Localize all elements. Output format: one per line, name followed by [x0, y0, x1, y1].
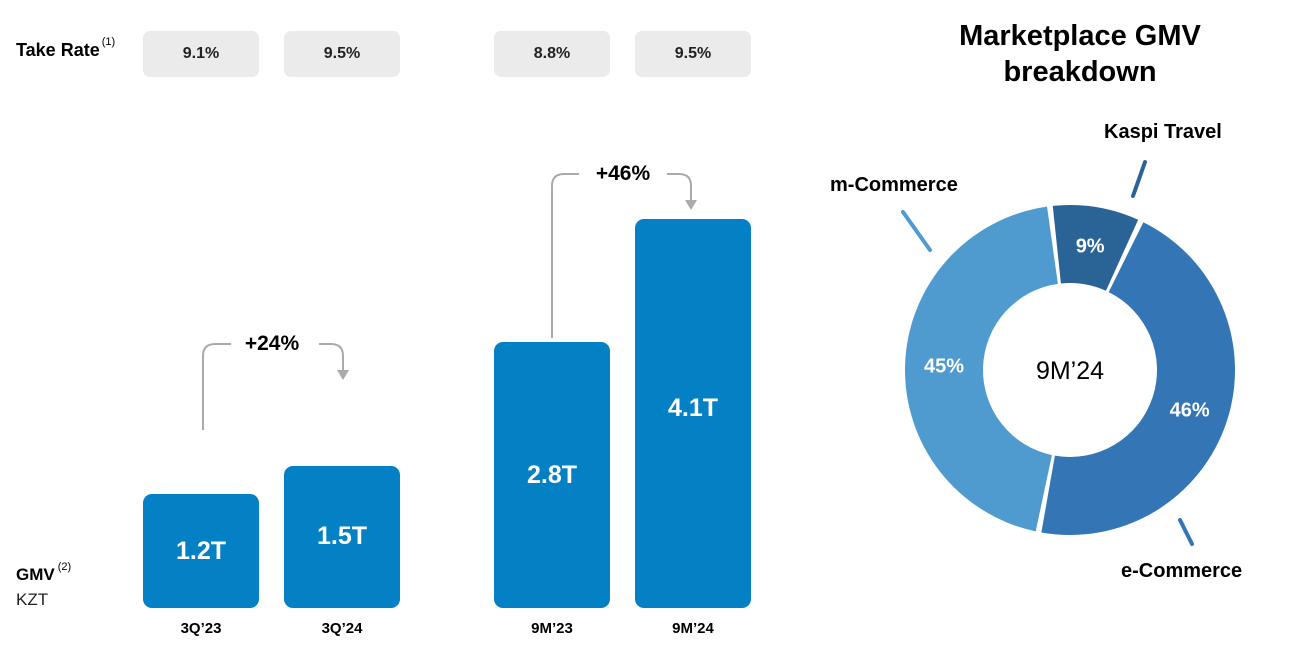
connector-quarter-arrow: [319, 343, 344, 372]
take-rate-pill-9m23: 8.8%: [494, 31, 610, 77]
bar-9m23: 2.8T: [494, 342, 610, 608]
take-rate-text: Take Rate: [16, 40, 100, 60]
arrowhead-nine-months-icon: [685, 200, 697, 210]
connector-nine-months: [551, 173, 579, 338]
leader-m-commerce: [901, 210, 932, 252]
bar-9m24: 4.1T: [635, 218, 751, 608]
arrowhead-quarter-icon: [337, 370, 349, 380]
take-rate-pill-3q23: 9.1%: [143, 31, 259, 77]
take-rate-label: Take Rate (1): [16, 36, 115, 61]
category-label-9m24: 9M’24: [672, 620, 714, 637]
leader-e-commerce: [1178, 518, 1194, 546]
category-label-3q24: 3Q’24: [321, 620, 363, 637]
bar-3q23: 1.2T: [143, 494, 259, 608]
legend-kaspi-travel: Kaspi Travel: [1104, 121, 1222, 143]
take-rate-pill-3q24: 9.5%: [284, 31, 400, 77]
donut-slice-kaspi-travel: [1052, 205, 1139, 291]
donut-slice-m-commerce: [905, 206, 1058, 532]
gmv-unit: KZT: [16, 590, 49, 609]
growth-quarter-label: +24%: [244, 332, 300, 355]
growth-nine-months-label: +46%: [595, 162, 651, 185]
legend-m-commerce: m-Commerce: [830, 174, 958, 196]
donut-slice-label-kaspi-travel: 9%: [1076, 236, 1105, 258]
legend-e-commerce: e-Commerce: [1121, 560, 1243, 582]
donut-center-label: 9M’24: [1036, 357, 1104, 385]
gmv-label: GMV (2): [16, 561, 71, 585]
connector-nine-months-arrow: [667, 173, 692, 202]
leader-kaspi-travel: [1131, 160, 1147, 198]
donut-slice-e-commerce: [1041, 222, 1236, 535]
gmv-footnote: (2): [57, 561, 72, 573]
take-rate-footnote: (1): [101, 36, 116, 48]
category-label-3q23: 3Q’23: [180, 620, 222, 637]
gmv-text: GMV: [16, 565, 55, 584]
category-label-9m23: 9M’23: [531, 620, 573, 637]
pie-title: Marketplace GMV breakdown: [959, 20, 1201, 88]
connector-quarter: [202, 343, 231, 430]
donut-slice-label-m-commerce: 45%: [924, 356, 964, 378]
bar-3q24: 1.5T: [284, 465, 400, 608]
take-rate-pill-9m24: 9.5%: [635, 31, 751, 77]
donut-slice-label-e-commerce: 46%: [1170, 399, 1210, 421]
donut-chart: 9% 46% 45% 9M’24: [905, 205, 1236, 535]
